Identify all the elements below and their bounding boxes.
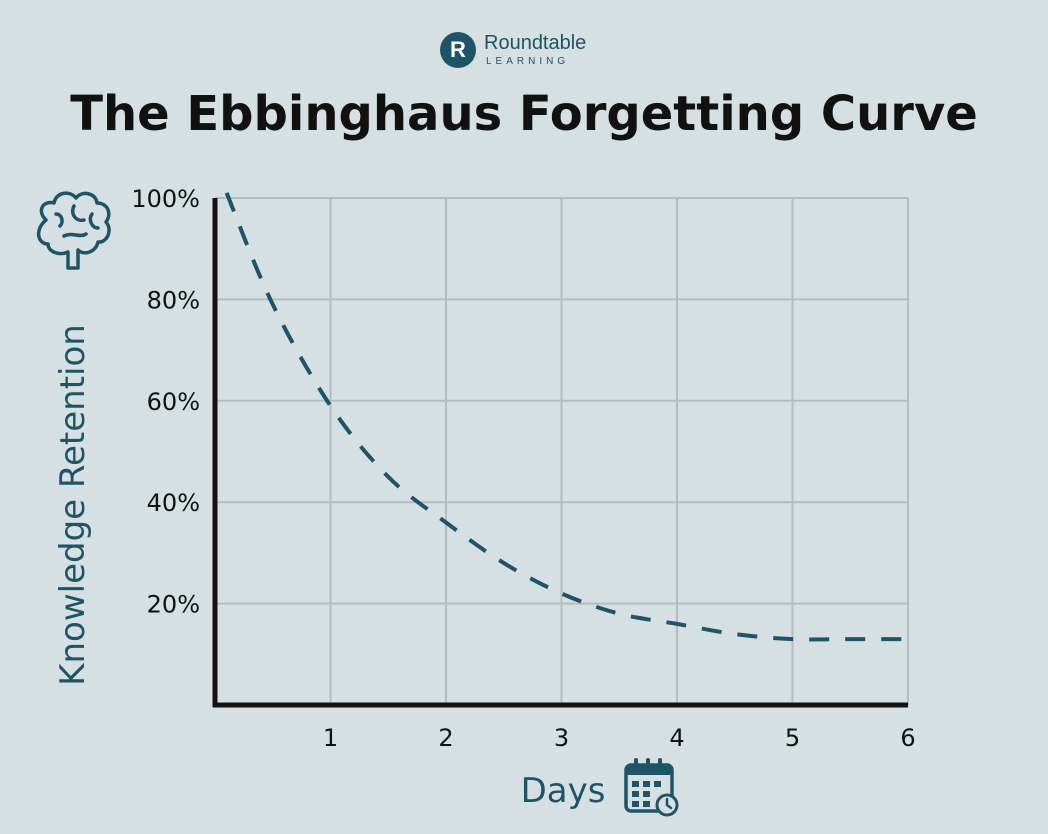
x-tick-label: 2 (438, 724, 453, 752)
brand-logo: R Roundtable LEARNING (440, 30, 630, 70)
x-tick-label: 6 (900, 724, 915, 752)
y-tick-label: 60% (147, 388, 200, 416)
grid (215, 197, 909, 705)
forgetting-curve-line (224, 192, 908, 642)
curve-layer (224, 192, 908, 642)
page-title: The Ebbinghaus Forgetting Curve (70, 86, 978, 142)
y-tick-label: 80% (147, 286, 200, 314)
logo-subtitle: LEARNING (486, 56, 570, 67)
logo-mark: R (440, 32, 476, 68)
y-tick-label: 20% (147, 591, 200, 619)
x-tick-label: 3 (554, 724, 569, 752)
x-tick-label: 1 (323, 724, 338, 752)
calendar-clock-icon (624, 758, 679, 817)
x-tick-label: 5 (785, 724, 800, 752)
logo-name: Roundtable (484, 32, 587, 54)
tick-labels: 20% 40% 60% 80% 100% 1 2 3 4 5 6 (131, 185, 915, 752)
brain-icon (36, 191, 111, 270)
x-tick-label: 4 (669, 724, 684, 752)
y-tick-label: 40% (147, 489, 200, 517)
y-axis-label: Knowledge Retention (53, 324, 93, 686)
y-tick-label: 100% (131, 185, 200, 213)
x-axis-label: Days (521, 771, 606, 811)
axes (212, 198, 908, 708)
